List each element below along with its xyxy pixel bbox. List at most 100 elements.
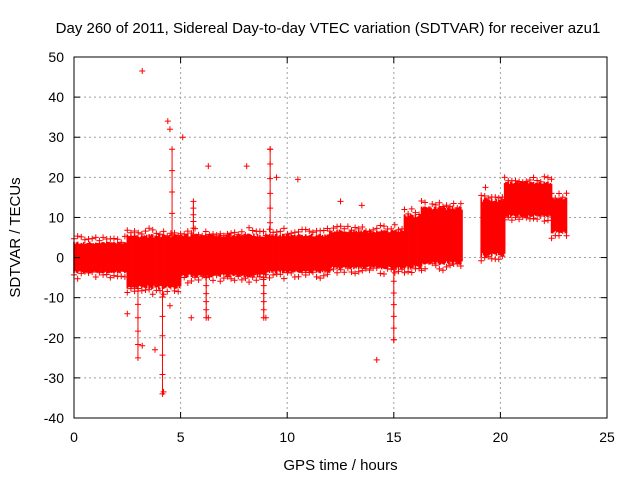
data-point [422, 199, 429, 206]
data-point [256, 273, 263, 280]
data-point [390, 325, 397, 332]
data-point [429, 200, 436, 207]
data-point [169, 167, 176, 174]
data-point [280, 225, 287, 232]
data-point [544, 174, 551, 181]
data-point [202, 228, 209, 235]
data-point [190, 238, 197, 245]
data-point-outlier [482, 184, 489, 191]
data-point [377, 270, 384, 277]
data-point [107, 274, 114, 281]
data-point [74, 233, 81, 240]
data-point [181, 274, 188, 281]
data-point [169, 231, 176, 238]
data-point [408, 269, 415, 276]
data-point [159, 371, 166, 378]
data-point [295, 228, 302, 235]
data-point [127, 229, 134, 236]
data-point [78, 270, 85, 277]
data-point-outlier [273, 174, 280, 181]
data-point [384, 265, 391, 272]
data-point [74, 275, 81, 282]
data-point [217, 278, 224, 285]
data-point [134, 354, 141, 361]
data-point [131, 227, 138, 234]
data-point [330, 265, 337, 272]
data-point [295, 273, 302, 280]
data-point [366, 267, 373, 274]
data-point [530, 174, 537, 181]
data-point [190, 231, 197, 238]
data-point [92, 234, 99, 241]
y-tick-label: -20 [44, 330, 64, 346]
data-point [373, 225, 380, 232]
data-point-outlier [294, 176, 301, 183]
data-point [169, 210, 176, 217]
data-point [299, 269, 306, 276]
data-point [320, 227, 327, 234]
data-point [110, 235, 117, 242]
data-point [169, 274, 176, 281]
data-point [457, 200, 464, 207]
data-point [146, 225, 153, 232]
data-point [344, 223, 351, 230]
data-point [399, 266, 406, 273]
data-point [118, 273, 125, 280]
data-point [481, 254, 488, 261]
data-point [390, 289, 397, 296]
data-point [485, 253, 492, 260]
data-point [203, 282, 210, 289]
chart-title: Day 260 of 2011, Sidereal Day-to-day VTE… [56, 20, 601, 37]
data-point [457, 263, 464, 270]
data-point [306, 228, 313, 235]
data-point [203, 266, 210, 273]
data-point [134, 274, 141, 281]
data-point [481, 192, 488, 199]
data-point [159, 313, 166, 320]
data-point [149, 291, 156, 298]
x-tick-label: 5 [177, 429, 185, 445]
data-point [388, 225, 395, 232]
data-point-outlier [267, 146, 274, 153]
y-axis-label: SDTVAR / TECUs [7, 177, 24, 297]
data-point [381, 223, 387, 230]
data-point [548, 235, 555, 242]
data-point [157, 231, 164, 238]
data-point [377, 222, 384, 229]
data-point [160, 228, 167, 235]
data-point [266, 226, 273, 233]
x-tick-label: 25 [599, 429, 615, 445]
data-point [231, 229, 238, 236]
data-point [492, 194, 499, 201]
data-point [260, 282, 267, 289]
data-point [352, 270, 359, 277]
data-point [288, 269, 295, 276]
data-point [184, 279, 191, 286]
data-point [159, 352, 166, 359]
data-point [348, 268, 355, 275]
data-point [260, 298, 267, 305]
y-tick-label: -10 [44, 290, 64, 306]
data-point [478, 192, 485, 199]
data-point [124, 227, 131, 234]
data-point [534, 216, 541, 223]
data-point [505, 214, 512, 221]
data-point [390, 313, 397, 320]
data-point [359, 267, 366, 274]
data-point [246, 224, 253, 231]
data-point [235, 231, 242, 238]
data-point [267, 160, 274, 167]
data-point [439, 203, 446, 210]
data-point [395, 226, 402, 233]
data-point [159, 274, 166, 281]
data-point [537, 213, 544, 219]
y-tick-label: 0 [56, 250, 64, 266]
data-point-outlier [358, 202, 365, 209]
data-point [401, 269, 408, 276]
data-point [89, 235, 96, 242]
data-point [159, 293, 166, 300]
data-point [320, 272, 327, 279]
data-point [291, 229, 298, 236]
data-point [381, 270, 387, 277]
data-point [203, 298, 210, 305]
